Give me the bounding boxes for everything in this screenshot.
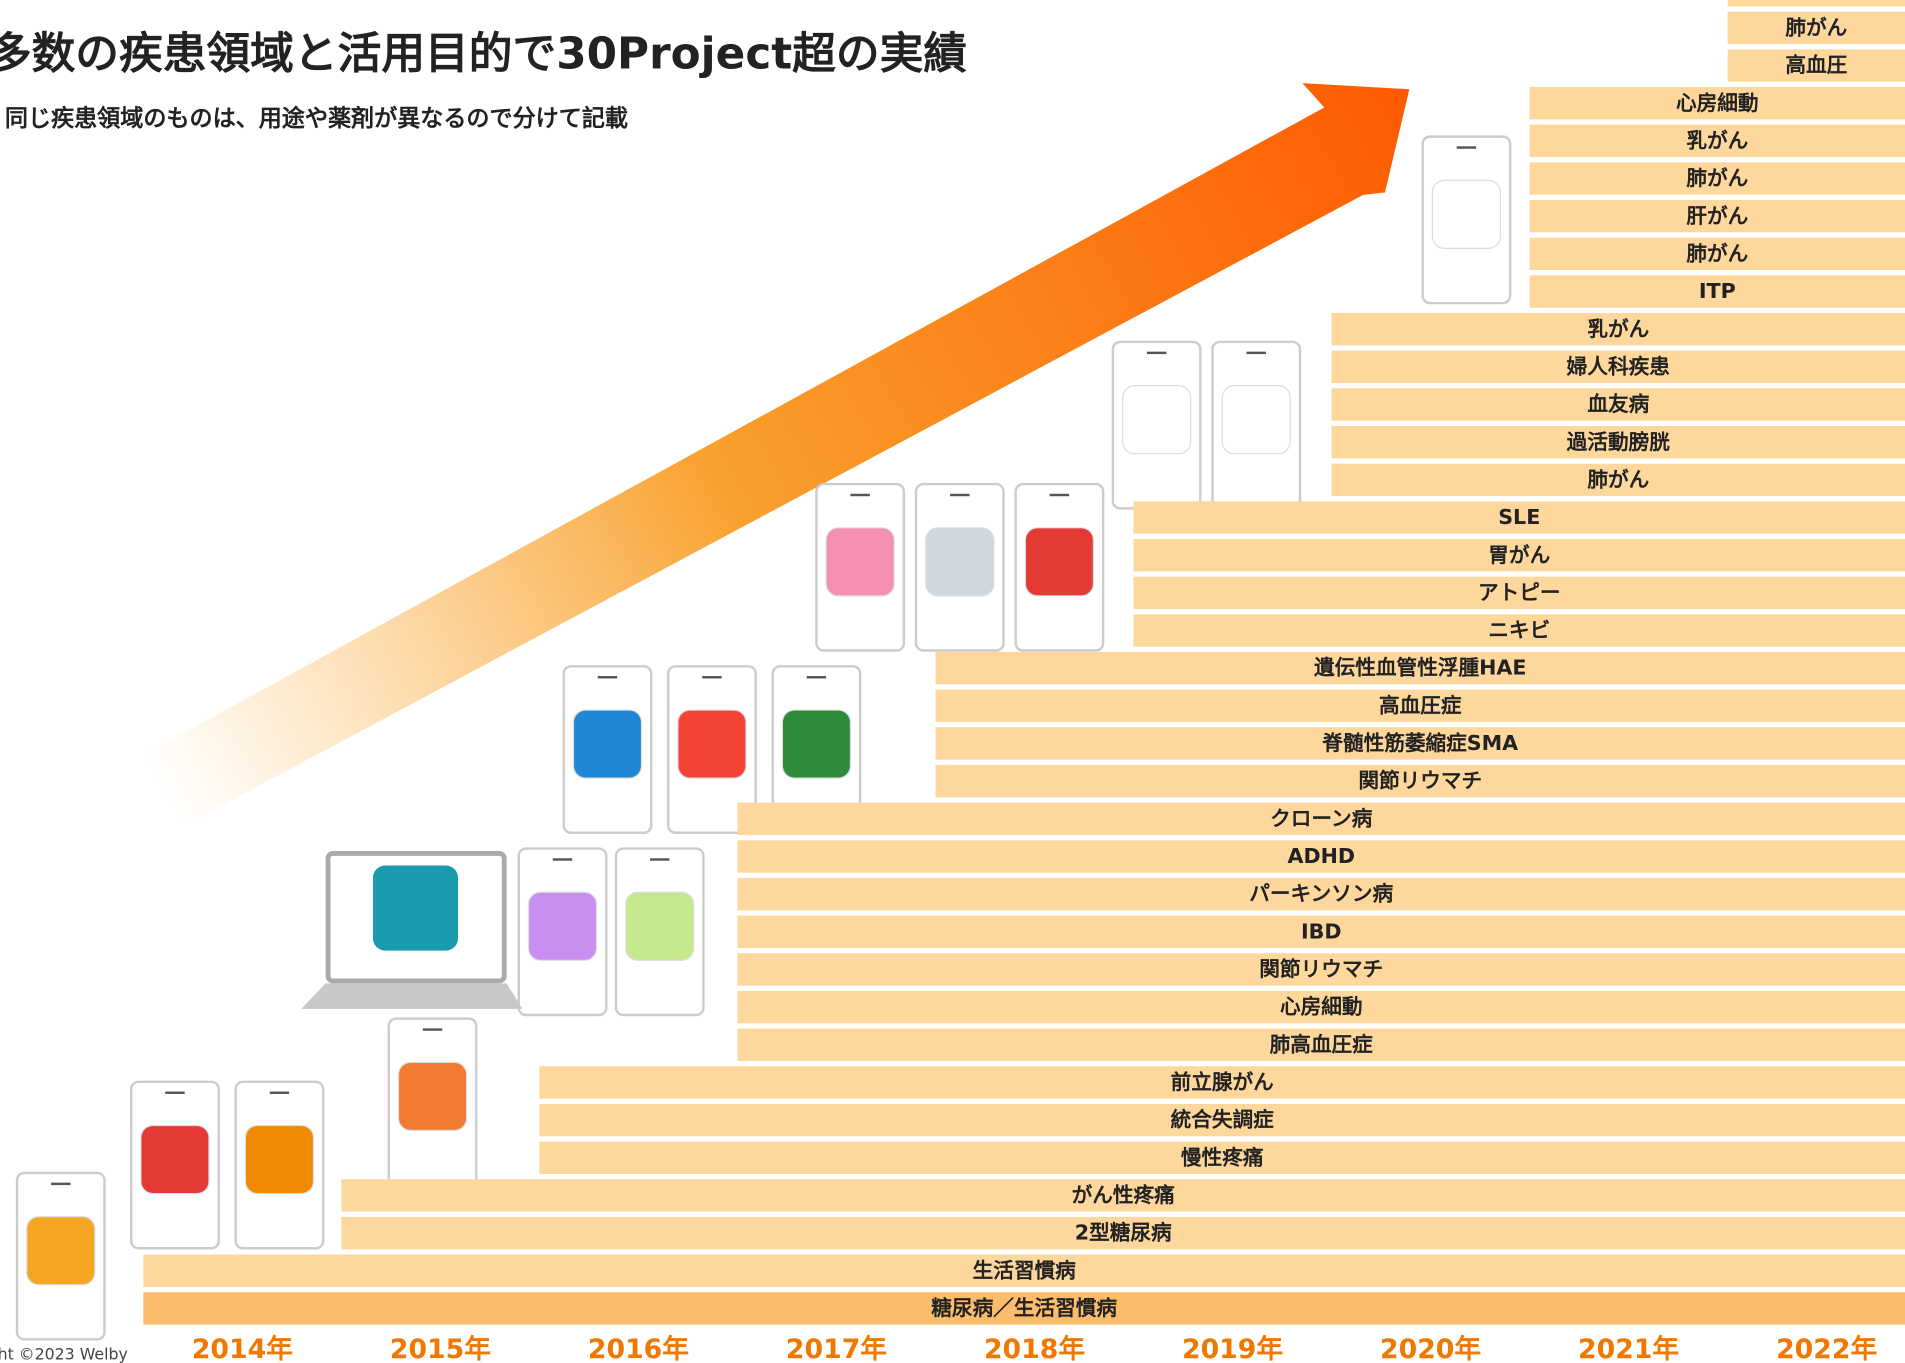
app-icon bbox=[926, 528, 994, 596]
app-icon bbox=[826, 528, 894, 596]
project-label: 肺高血圧症 bbox=[1270, 1032, 1374, 1056]
app-icon bbox=[626, 892, 694, 960]
phone-notch bbox=[950, 494, 969, 496]
project-label: 慢性疼痛 bbox=[1775, 0, 1858, 2]
app-icon bbox=[528, 892, 596, 960]
project-label: 2型糖尿病 bbox=[1075, 1221, 1172, 1245]
phone-notch bbox=[702, 676, 721, 678]
phone-notch bbox=[553, 858, 572, 860]
project-label: 心房細動 bbox=[1280, 995, 1363, 1019]
app-icon bbox=[1222, 386, 1290, 454]
year-label: 2018年 bbox=[984, 1333, 1085, 1363]
project-label: 糖尿病／生活習慣病 bbox=[931, 1296, 1117, 1320]
app-icon bbox=[1432, 180, 1500, 248]
year-label: 2021年 bbox=[1578, 1333, 1679, 1363]
project-label: 肝がん bbox=[1686, 204, 1748, 228]
app-icon bbox=[398, 1062, 466, 1130]
phone-notch bbox=[165, 1092, 184, 1094]
project-label: 高血圧 bbox=[1785, 53, 1847, 77]
project-label: 遺伝性血管性浮腫HAE bbox=[1314, 656, 1526, 680]
phone-notch bbox=[598, 676, 617, 678]
project-label: 肺がん bbox=[1686, 241, 1748, 265]
app-icon bbox=[1123, 386, 1191, 454]
phone-notch bbox=[270, 1092, 289, 1094]
app-icon bbox=[573, 710, 641, 778]
year-label: 2016年 bbox=[588, 1333, 689, 1363]
project-label: パーキンソン病 bbox=[1249, 882, 1393, 906]
project-label: 慢性疼痛 bbox=[1181, 1145, 1264, 1169]
project-label: 乳がん bbox=[1686, 128, 1748, 152]
subtitle: 同じ疾患領域のものは、用途や薬剤が異なるので分けて記載 bbox=[5, 105, 628, 132]
project-label: がん性疼痛 bbox=[1072, 1183, 1176, 1207]
project-label: 関節リウマチ bbox=[1259, 957, 1383, 981]
project-label: クローン病 bbox=[1270, 806, 1373, 830]
project-label: ニキビ bbox=[1488, 618, 1550, 642]
project-label: 関節リウマチ bbox=[1358, 769, 1482, 793]
phone-notch bbox=[650, 858, 669, 860]
title: 多数の疾患領域と活用目的で30Project超の実績 bbox=[0, 28, 967, 79]
year-label: 2015年 bbox=[390, 1333, 491, 1363]
app-icon bbox=[1025, 528, 1093, 596]
project-label: ITP bbox=[1699, 279, 1736, 303]
project-label: 心房細動 bbox=[1676, 91, 1759, 115]
phone-notch bbox=[807, 676, 826, 678]
phone-notch bbox=[850, 494, 869, 496]
copyright: ht ©2023 Welby bbox=[0, 1345, 128, 1363]
project-label: 脊髄性筋萎縮症SMA bbox=[1321, 731, 1518, 755]
app-icon bbox=[27, 1217, 95, 1285]
app-icon bbox=[782, 710, 850, 778]
project-label: IBD bbox=[1301, 919, 1342, 943]
phone-notch bbox=[423, 1028, 442, 1030]
project-label: SLE bbox=[1498, 505, 1540, 529]
project-label: 婦人科疾患 bbox=[1566, 354, 1671, 378]
project-label: 肺がん bbox=[1587, 467, 1649, 491]
app-icon bbox=[373, 866, 458, 951]
project-label: 過活動膀胱 bbox=[1567, 430, 1671, 454]
app-icon bbox=[141, 1126, 209, 1194]
app-icon bbox=[678, 710, 746, 778]
slide: 多数の疾患領域と活用目的で30Project超の実績 同じ疾患領域のものは、用途… bbox=[0, 0, 1905, 1363]
project-label: 乳がん bbox=[1587, 317, 1649, 341]
project-label: 肺がん bbox=[1686, 166, 1748, 190]
phone-notch bbox=[1050, 494, 1069, 496]
project-label: 生活習慣病 bbox=[973, 1258, 1077, 1282]
project-label: 胃がん bbox=[1488, 543, 1550, 567]
project-label: 統合失調症 bbox=[1171, 1108, 1275, 1132]
year-label: 2020年 bbox=[1380, 1333, 1481, 1363]
app-icon bbox=[245, 1126, 313, 1194]
laptop-base bbox=[301, 983, 522, 1009]
year-label: 2022年 bbox=[1776, 1333, 1877, 1363]
project-label: 肺がん bbox=[1785, 15, 1847, 39]
project-label: ADHD bbox=[1287, 844, 1355, 868]
project-label: 前立腺がん bbox=[1171, 1070, 1274, 1094]
phone-notch bbox=[1457, 146, 1476, 148]
year-label: 2019年 bbox=[1182, 1333, 1283, 1363]
project-label: 血友病 bbox=[1587, 392, 1649, 416]
project-label: 高血圧症 bbox=[1379, 693, 1462, 717]
phone-notch bbox=[1247, 352, 1266, 354]
year-label: 2014年 bbox=[192, 1333, 293, 1363]
phone-notch bbox=[1147, 352, 1166, 354]
phone-notch bbox=[51, 1183, 70, 1185]
year-label: 2017年 bbox=[786, 1333, 887, 1363]
project-label: アトピー bbox=[1478, 580, 1561, 604]
